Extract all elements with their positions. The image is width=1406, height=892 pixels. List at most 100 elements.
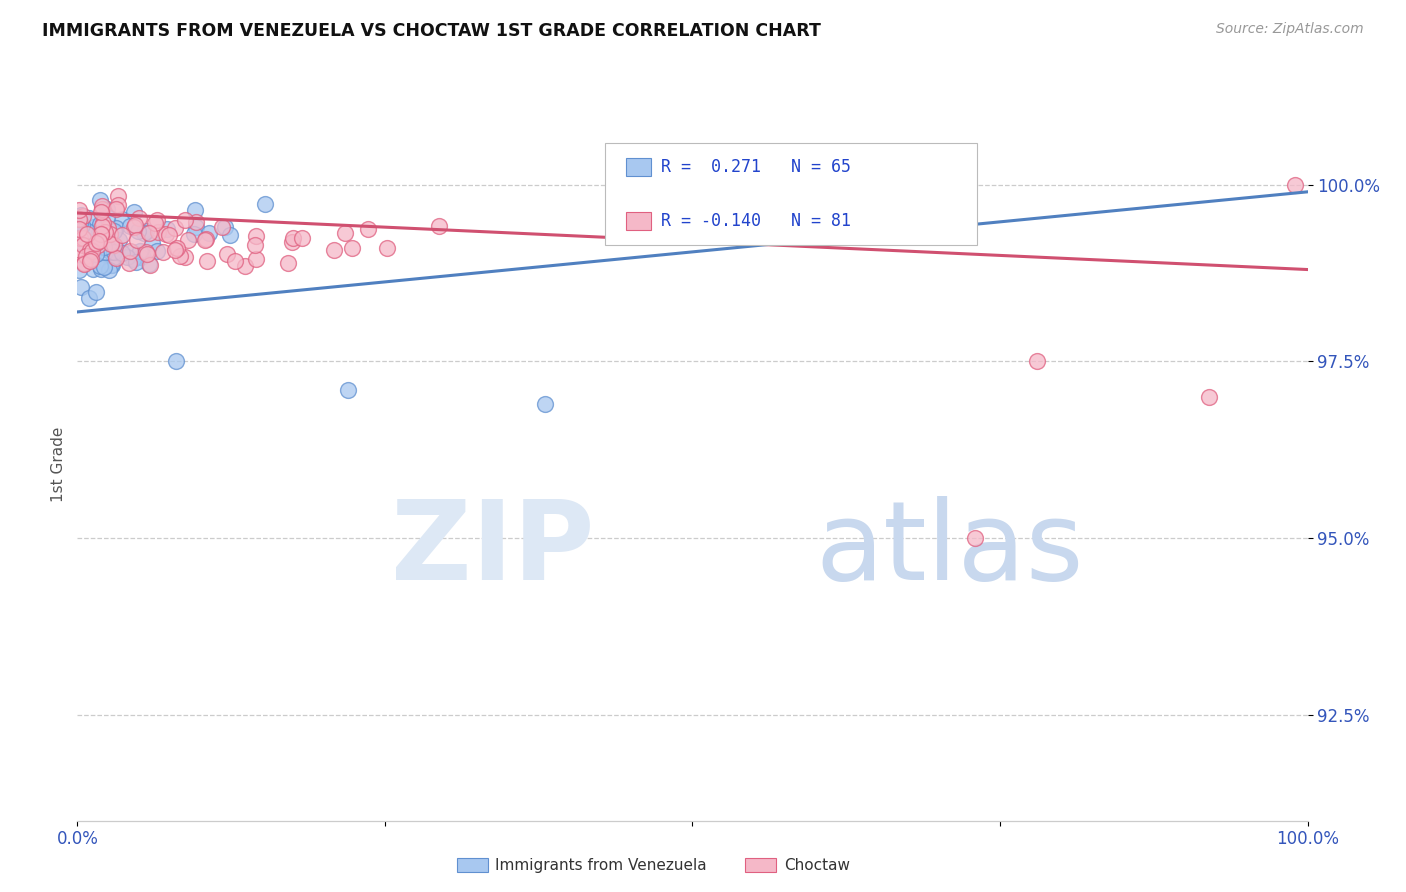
Point [194, 233, 217, 247]
Point [79, 243, 101, 257]
Point [97, 241, 120, 255]
Point [97, 221, 120, 235]
Point [72, 210, 94, 224]
Point [103, 245, 125, 260]
Point [93, 260, 115, 274]
Point [118, 219, 141, 233]
Point [67, 222, 90, 236]
Point [427, 219, 450, 233]
Point [77, 291, 100, 305]
Point [337, 383, 360, 397]
Point [156, 221, 179, 235]
Point [79, 242, 101, 256]
Point [146, 212, 169, 227]
Point [184, 202, 207, 217]
Point [165, 243, 187, 257]
Point [165, 354, 187, 368]
Y-axis label: 1st Grade: 1st Grade [51, 426, 66, 501]
Point [108, 233, 131, 247]
Point [277, 256, 299, 270]
Point [79, 253, 101, 268]
Point [105, 220, 128, 235]
Point [96, 210, 118, 224]
Point [67, 228, 90, 243]
Point [245, 228, 267, 243]
Point [111, 228, 134, 243]
Point [89, 194, 111, 208]
Point [121, 245, 143, 260]
Point [169, 249, 191, 263]
Point [83, 219, 105, 234]
Point [283, 230, 305, 244]
Point [80, 252, 103, 266]
Point [100, 227, 122, 242]
Point [82, 248, 104, 262]
Point [128, 211, 150, 225]
Point [100, 258, 122, 272]
Point [72, 230, 94, 244]
Point [105, 202, 128, 216]
Point [195, 253, 218, 268]
Point [1026, 354, 1049, 368]
Text: R = -0.140   N = 81: R = -0.140 N = 81 [661, 212, 851, 230]
Point [67, 202, 90, 217]
Point [375, 241, 398, 255]
Point [120, 244, 142, 258]
Point [198, 226, 221, 240]
Point [148, 225, 170, 239]
Point [72, 237, 94, 252]
Point [125, 234, 148, 248]
Point [322, 243, 344, 257]
Point [357, 222, 380, 236]
Point [90, 205, 112, 219]
Point [136, 247, 159, 261]
Point [100, 259, 122, 273]
Point [125, 254, 148, 268]
Point [80, 244, 103, 258]
Point [69, 280, 91, 294]
Point [155, 227, 177, 242]
Point [214, 220, 236, 235]
Point [103, 224, 125, 238]
Point [100, 244, 122, 259]
Text: IMMIGRANTS FROM VENEZUELA VS CHOCTAW 1ST GRADE CORRELATION CHART: IMMIGRANTS FROM VENEZUELA VS CHOCTAW 1ST… [42, 22, 821, 40]
Point [91, 216, 114, 230]
Point [89, 217, 111, 231]
Point [93, 240, 115, 254]
Point [143, 216, 166, 230]
Point [534, 397, 557, 411]
Point [77, 211, 100, 225]
Point [90, 262, 112, 277]
Point [90, 227, 112, 241]
Point [219, 228, 242, 243]
Text: Immigrants from Venezuela: Immigrants from Venezuela [495, 858, 707, 872]
Point [176, 233, 198, 247]
Text: R =  0.271   N = 65: R = 0.271 N = 65 [661, 158, 851, 176]
Point [90, 219, 112, 234]
Point [82, 261, 104, 276]
Point [138, 257, 160, 271]
Point [97, 229, 120, 244]
Point [93, 233, 115, 247]
Point [184, 219, 207, 234]
Point [87, 226, 110, 240]
Point [165, 220, 187, 235]
Point [67, 263, 90, 277]
Point [84, 235, 107, 250]
Point [76, 227, 98, 241]
Point [281, 235, 304, 249]
Text: Choctaw: Choctaw [785, 858, 851, 872]
Point [290, 231, 312, 245]
Point [233, 260, 256, 274]
Point [84, 285, 107, 299]
Point [135, 224, 157, 238]
Point [115, 251, 138, 265]
Point [87, 237, 110, 252]
Point [243, 237, 266, 252]
Point [342, 241, 364, 255]
Point [128, 244, 150, 258]
Point [89, 234, 111, 248]
Point [122, 219, 145, 234]
Point [73, 256, 96, 270]
Point [69, 231, 91, 245]
